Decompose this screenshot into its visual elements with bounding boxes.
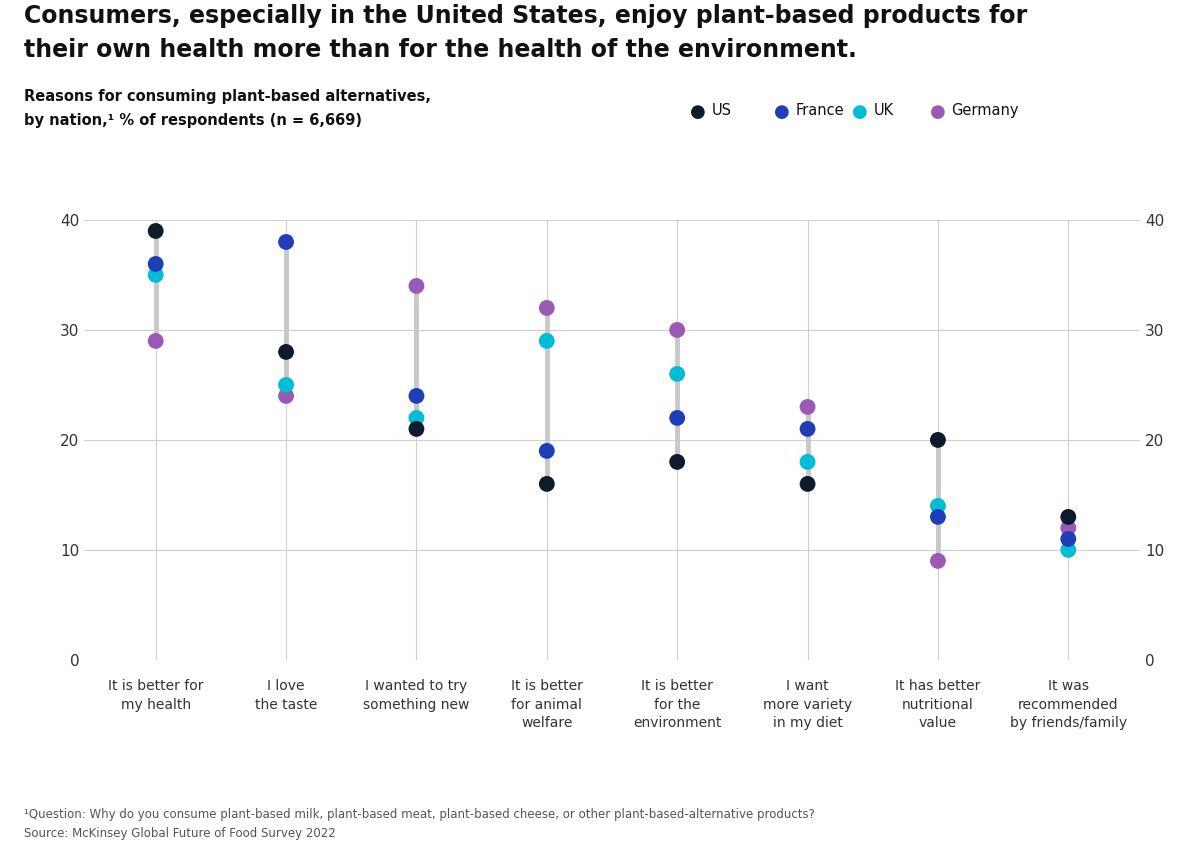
Point	[667, 455, 686, 469]
Point	[407, 389, 426, 403]
Text: France: France	[796, 103, 845, 118]
Point	[538, 444, 557, 458]
Point	[798, 455, 817, 469]
Text: by nation,¹ % of respondents (n = 6,669): by nation,¹ % of respondents (n = 6,669)	[24, 113, 362, 128]
Point	[407, 422, 426, 436]
Point	[929, 554, 948, 568]
Point	[798, 422, 817, 436]
Text: ●: ●	[690, 103, 706, 121]
Point	[667, 323, 686, 337]
Text: ¹Question: Why do you consume plant-based milk, plant-based meat, plant-based ch: ¹Question: Why do you consume plant-base…	[24, 808, 815, 821]
Point	[929, 510, 948, 524]
Point	[276, 389, 295, 403]
Point	[146, 224, 166, 238]
Point	[407, 279, 426, 293]
Point	[929, 499, 948, 513]
Point	[538, 301, 557, 315]
Point	[798, 477, 817, 491]
Text: Reasons for consuming plant-based alternatives,: Reasons for consuming plant-based altern…	[24, 89, 431, 104]
Text: their own health more than for the health of the environment.: their own health more than for the healt…	[24, 38, 857, 62]
Text: ●: ●	[774, 103, 790, 121]
Text: ●: ●	[852, 103, 868, 121]
Point	[667, 411, 686, 425]
Text: UK: UK	[874, 103, 894, 118]
Point	[1058, 532, 1078, 546]
Point	[407, 411, 426, 425]
Text: Source: McKinsey Global Future of Food Survey 2022: Source: McKinsey Global Future of Food S…	[24, 827, 336, 840]
Point	[1058, 510, 1078, 524]
Point	[276, 345, 295, 359]
Text: ●: ●	[930, 103, 946, 121]
Text: Germany: Germany	[952, 103, 1019, 118]
Point	[538, 477, 557, 491]
Point	[538, 334, 557, 348]
Point	[929, 433, 948, 447]
Point	[276, 235, 295, 249]
Point	[798, 400, 817, 414]
Text: Consumers, especially in the United States, enjoy plant-based products for: Consumers, especially in the United Stat…	[24, 4, 1027, 28]
Point	[1058, 521, 1078, 535]
Point	[276, 378, 295, 392]
Point	[146, 268, 166, 282]
Point	[146, 334, 166, 348]
Point	[1058, 543, 1078, 557]
Point	[667, 367, 686, 381]
Point	[146, 257, 166, 271]
Text: US: US	[712, 103, 732, 118]
